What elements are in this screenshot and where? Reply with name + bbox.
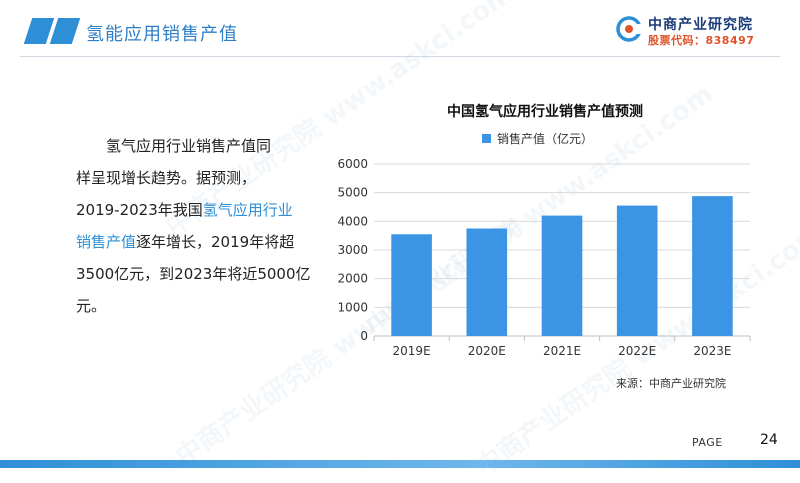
company-logo: 中商产业研究院 股票代码：838497 [616,14,776,48]
page-label: PAGE [692,436,723,449]
footer-bar [0,460,800,468]
logo-stock-code: 股票代码：838497 [648,34,755,47]
y-tick-label: 4000 [337,214,368,228]
y-tick-label: 0 [360,329,368,343]
bar-chart: 0 1000 2000 3000 4000 5000 6000 2019E 2020E 2021E… [337,157,751,358]
y-tick-label: 2000 [337,272,368,286]
paragraph-text: 2019-2023年我国 [76,201,203,219]
logo-name: 中商产业研究院 [648,17,753,33]
paragraph-line: 元。 [76,297,107,315]
bar [391,234,432,336]
y-tick-label: 3000 [337,243,368,257]
description-paragraph: 氢气应用行业销售产值同 样呈现增长趋势。据预测， 2019-2023年我国氢气应… [76,130,326,322]
highlight-text: 销售产值 [76,233,137,251]
paragraph-line: 2019-2023年我国氢气应用行业 [76,194,326,226]
paragraph-line: 样呈现增长趋势。据预测， [76,169,257,187]
chart-title: 中国氢气应用行业销售产值预测 [447,104,643,120]
x-tick-label: 2020E [468,344,506,358]
source-note: 来源：中商产业研究院 [616,377,726,390]
highlight-text: 氢气应用行业 [202,201,293,219]
legend-label: 销售产值（亿元） [497,132,594,146]
x-tick-label: 2022E [618,344,656,358]
logo-icon [616,16,642,42]
bar [466,228,508,336]
paragraph-line: 氢气应用行业销售产值同 [106,137,272,155]
paragraph-line: 销售产值逐年增长，2019年将超 [76,226,326,258]
bar [692,196,733,336]
x-tick-label: 2021E [543,344,581,358]
slide-title: 氢能应用销售产值 [86,24,238,45]
y-tick-label: 1000 [337,300,368,314]
x-tick-label: 2023E [693,344,731,358]
header-decor-bar [23,18,55,44]
y-tick-label: 6000 [337,157,368,171]
x-tick-label: 2019E [393,344,431,358]
bar [616,205,658,336]
legend-swatch [482,134,491,143]
header-decor-bar [49,18,81,44]
paragraph-line: 3500亿元，到2023年将近5000亿 [76,265,311,283]
chart-legend: 销售产值（亿元） [482,130,593,147]
header-divider [20,56,780,57]
page-number: 24 [760,432,778,448]
paragraph-text: 逐年增长，2019年将超 [136,233,295,251]
y-tick-label: 5000 [337,186,368,200]
bar [541,215,583,336]
